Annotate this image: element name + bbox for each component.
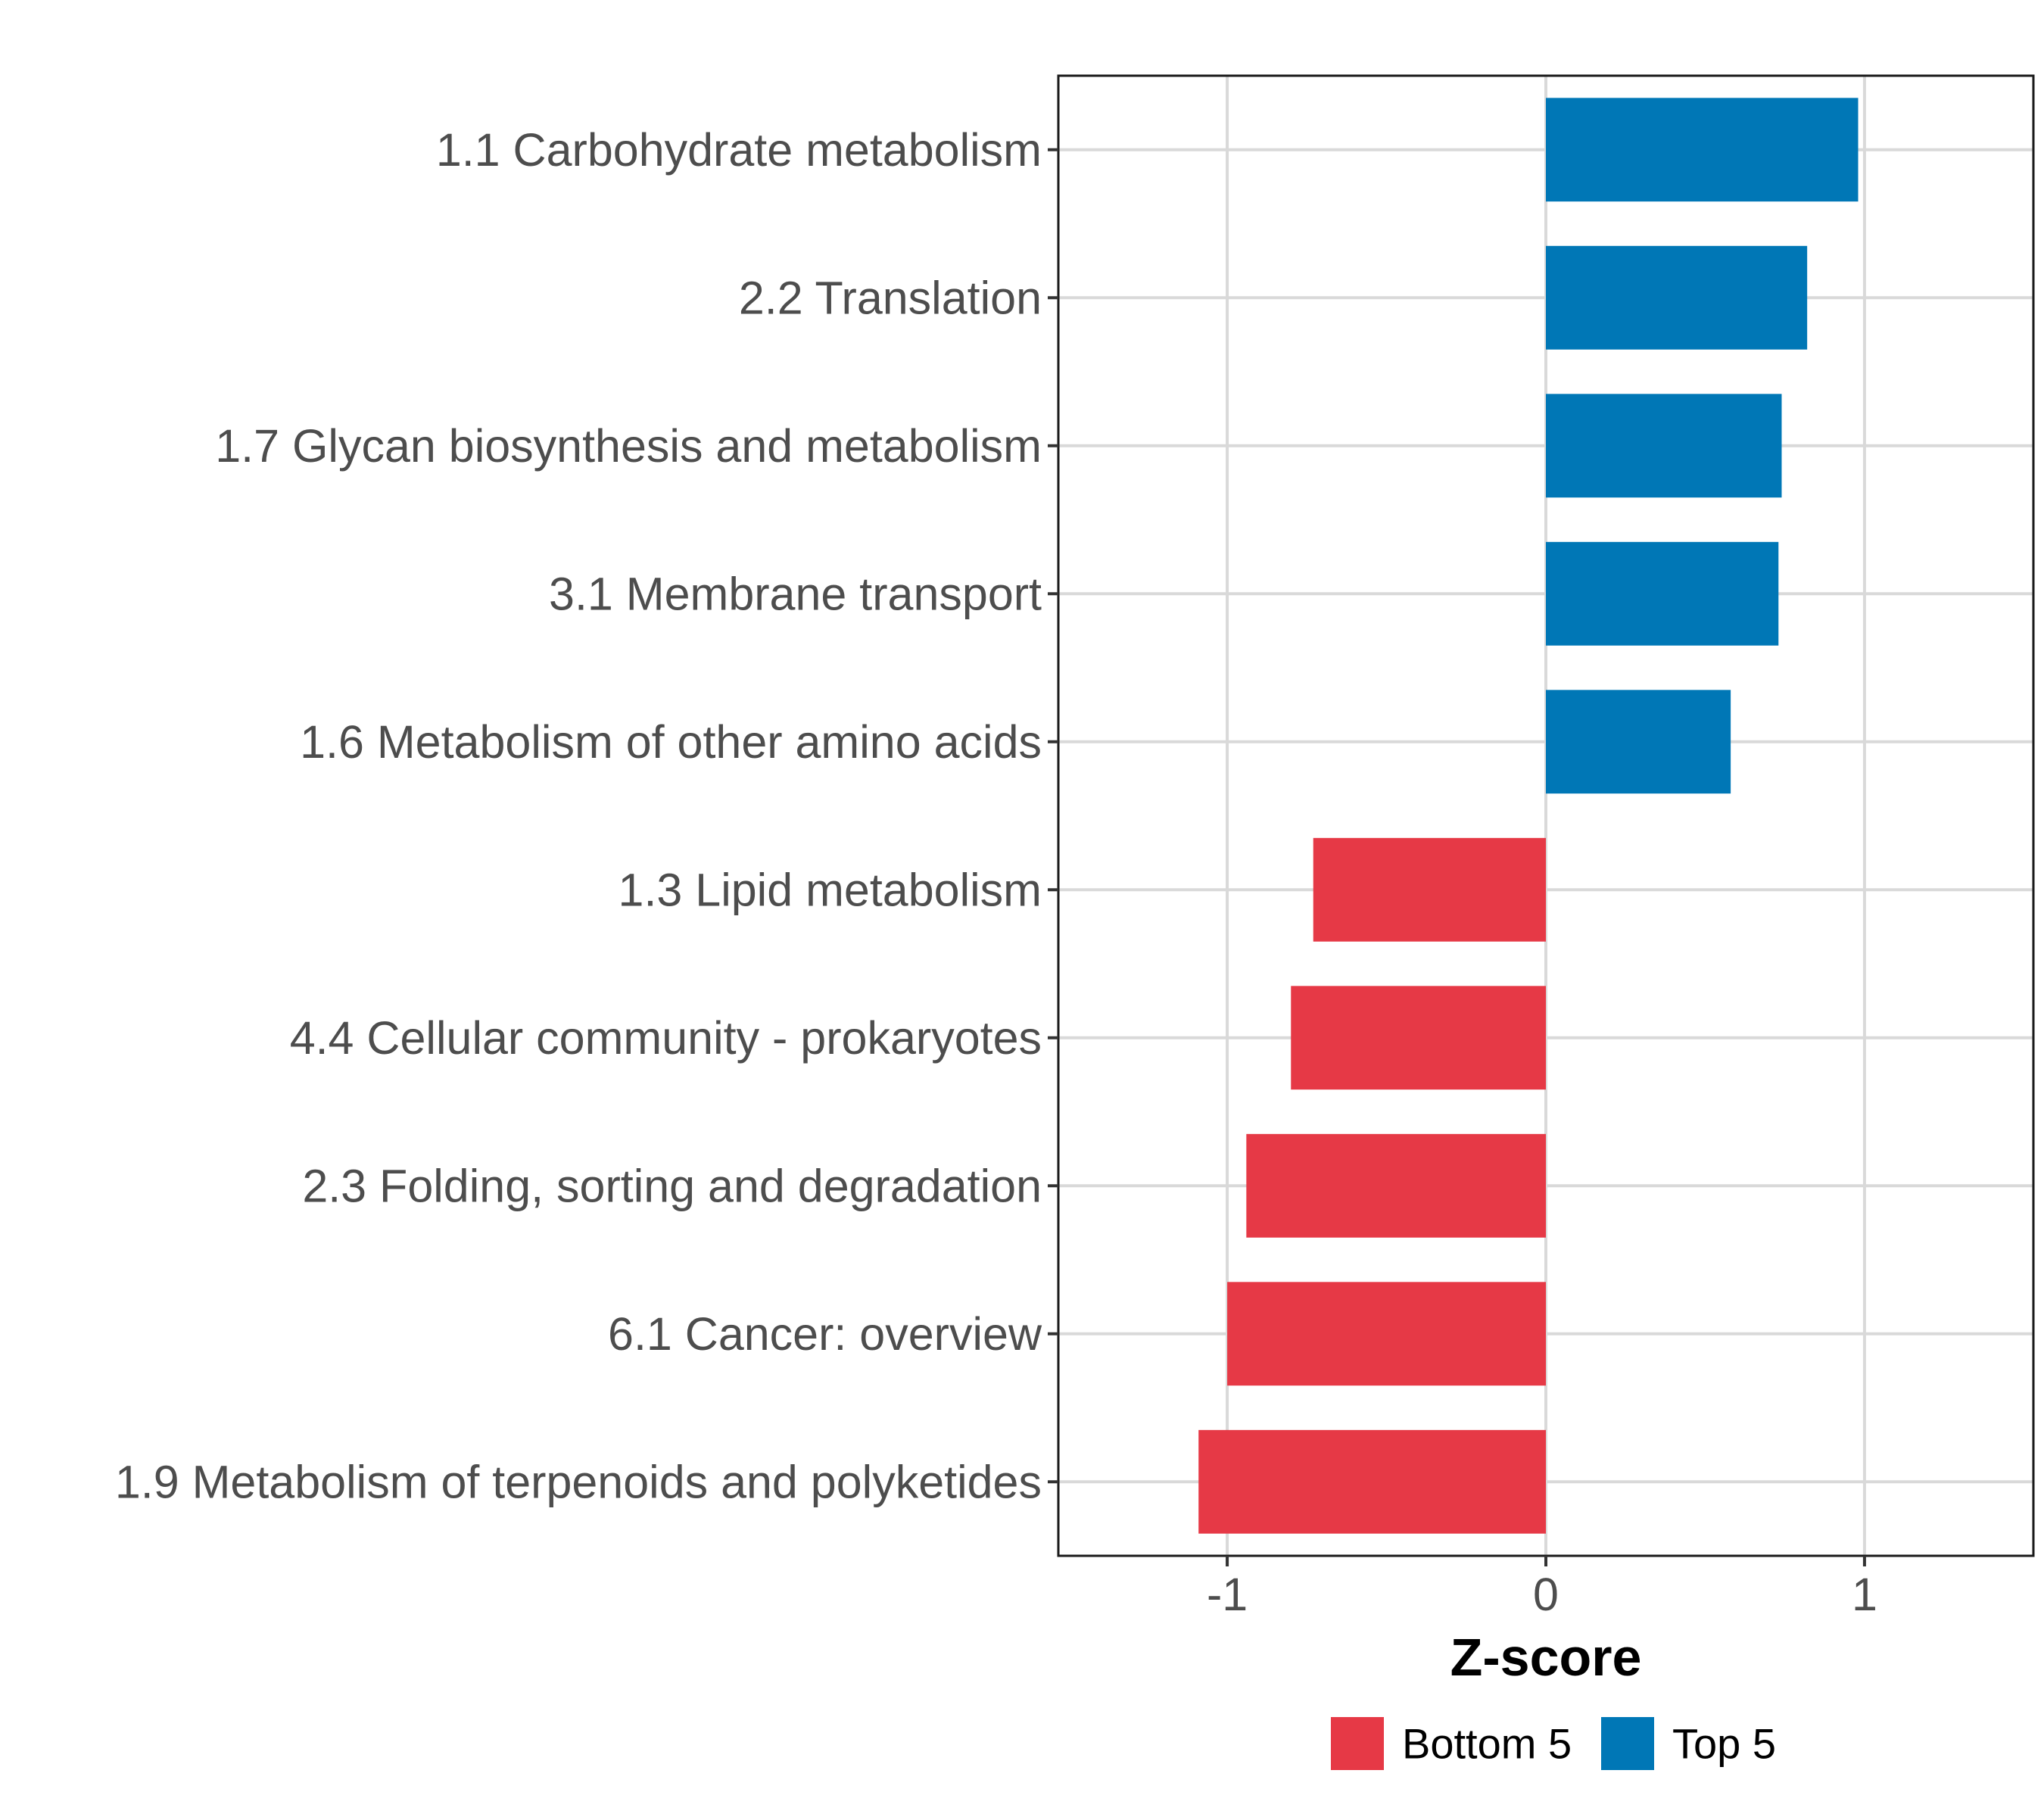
legend-swatch bbox=[1601, 1717, 1654, 1770]
x-tick-label: 0 bbox=[1533, 1569, 1559, 1620]
x-axis: -1 0 1 bbox=[1207, 1556, 1877, 1620]
category-label: 6.1 Cancer: overview bbox=[608, 1308, 1042, 1360]
legend-label: Bottom 5 bbox=[1402, 1720, 1572, 1768]
x-tick-label: 1 bbox=[1852, 1569, 1877, 1620]
bar bbox=[1546, 245, 1808, 350]
x-tick-label: -1 bbox=[1207, 1569, 1248, 1620]
bar bbox=[1198, 1429, 1546, 1534]
bar bbox=[1546, 394, 1782, 498]
legend-label: Top 5 bbox=[1672, 1720, 1776, 1768]
category-label: 1.1 Carbohydrate metabolism bbox=[436, 124, 1042, 176]
bar bbox=[1291, 986, 1546, 1090]
category-label: 2.3 Folding, sorting and degradation bbox=[302, 1160, 1042, 1211]
category-label: 1.7 Glycan biosynthesis and metabolism bbox=[215, 420, 1042, 472]
bar bbox=[1546, 98, 1859, 202]
bar bbox=[1546, 690, 1731, 794]
category-label: 1.9 Metabolism of terpenoids and polyket… bbox=[115, 1456, 1042, 1507]
legend-swatch bbox=[1331, 1717, 1384, 1770]
x-axis-title: Z-score bbox=[1450, 1628, 1642, 1687]
category-label: 1.3 Lipid metabolism bbox=[618, 864, 1042, 915]
bar bbox=[1227, 1282, 1546, 1386]
y-axis: 1.1 Carbohydrate metabolism 2.2 Translati… bbox=[115, 124, 1058, 1507]
category-label: 4.4 Cellular community - prokaryotes bbox=[290, 1012, 1042, 1064]
bar bbox=[1246, 1133, 1546, 1238]
legend: Bottom 5 Top 5 bbox=[1331, 1717, 1776, 1770]
bar bbox=[1313, 837, 1546, 942]
category-label: 2.2 Translation bbox=[739, 272, 1042, 323]
category-label: 3.1 Membrane transport bbox=[549, 568, 1042, 619]
category-label: 1.6 Metabolism of other amino acids bbox=[300, 716, 1042, 768]
bars bbox=[1198, 98, 1859, 1534]
bar bbox=[1546, 541, 1779, 646]
